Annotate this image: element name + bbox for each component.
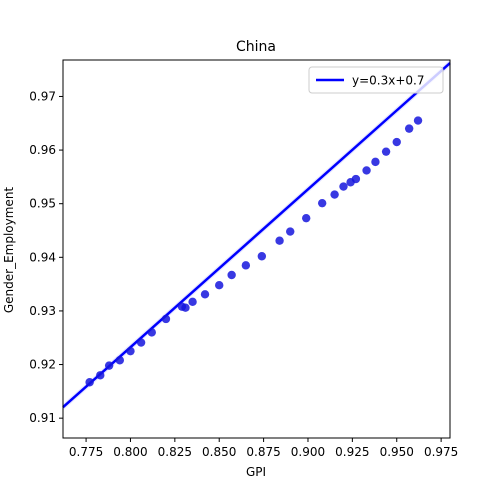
data-point [351,174,361,184]
data-point [275,236,284,245]
data-point [215,280,224,290]
data-point [371,157,380,167]
data-point [330,190,339,199]
x-tick-label: 0.800 [113,445,147,459]
x-tick-label: 0.775 [69,445,103,459]
data-point [181,303,190,312]
x-tick-label: 0.975 [424,445,458,459]
data-point [286,227,295,236]
data-point [339,182,348,191]
plot-area [62,59,451,411]
y-tick-label: 0.96 [29,143,56,157]
y-axis-ticks: 0.91 0.92 0.93 0.94 0.95 0.96 0.97 [29,89,63,425]
x-tick-label: 0.950 [380,445,414,459]
y-tick-label: 0.95 [29,197,56,211]
data-point [188,297,197,307]
data-point [257,252,267,261]
data-point [115,356,125,365]
legend-label: y=0.3x+0.7 [352,74,424,88]
chart-title: China [236,39,276,55]
plot-frame [62,59,451,439]
data-point [302,213,311,223]
data-point [392,137,401,147]
x-tick-label: 0.850 [202,445,236,459]
data-point [104,361,114,370]
data-point [96,371,105,380]
data-point [362,166,371,175]
y-tick-label: 0.91 [29,411,56,425]
x-tick-label: 0.925 [335,445,369,459]
x-tick-label: 0.825 [158,445,192,459]
data-point [136,338,146,347]
data-point [161,314,171,324]
y-tick-label: 0.97 [29,89,56,103]
y-tick-label: 0.94 [29,250,56,264]
data-point [381,147,391,156]
legend-frame [308,66,444,94]
x-tick-label: 0.900 [291,445,325,459]
data-point [317,198,327,208]
data-point [126,346,135,356]
x-tick-label: 0.875 [246,445,280,459]
x-axis-ticks: 0.775 0.800 0.825 0.850 0.875 0.900 0.925 0.950… [69,438,458,459]
y-tick-label: 0.92 [29,358,56,372]
y-tick-label: 0.93 [29,304,56,318]
data-point [85,378,94,387]
data-point [200,290,210,299]
data-point [147,328,156,337]
data-point [404,124,414,133]
data-points-layer [85,116,423,387]
data-point [227,270,236,280]
legend: y=0.3x+0.7 [308,66,444,94]
data-point [413,116,423,125]
x-axis-label: GPI [246,465,266,479]
data-point [241,261,251,270]
y-axis-label: Gender_Employment [2,187,16,314]
